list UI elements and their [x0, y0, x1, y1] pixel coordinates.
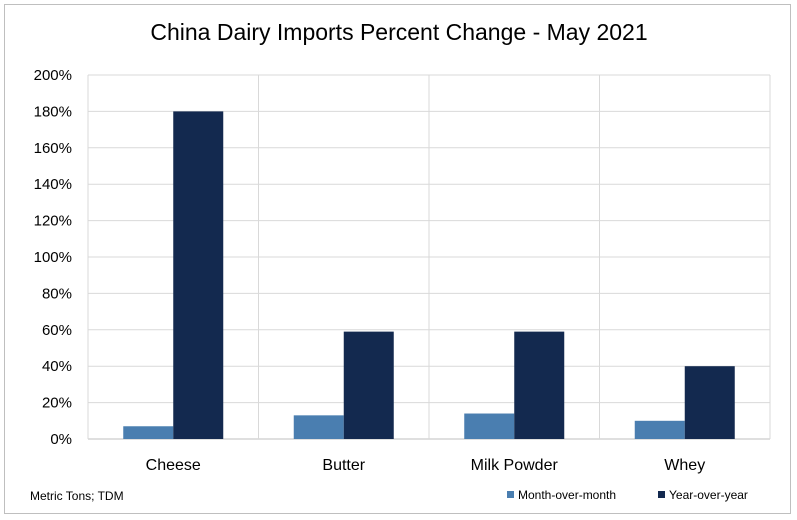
bar-year-over-year-milk-powder: [514, 331, 565, 439]
y-axis-tick-labels: 0% 20% 40% 60% 80% 100% 120% 140% 160% 180% 200%: [34, 67, 72, 448]
x-category-label: Milk Powder: [471, 457, 559, 474]
legend-label: Year-over-year: [669, 488, 748, 502]
legend-swatch: [658, 491, 665, 498]
bars: [123, 111, 735, 440]
y-tick-label: 0%: [50, 431, 72, 448]
bar-year-over-year-whey: [684, 366, 735, 439]
legend: Month-over-month Year-over-year: [507, 488, 748, 502]
y-tick-label: 80%: [42, 285, 72, 302]
y-tick-label: 60%: [42, 322, 72, 339]
bar-month-over-month-cheese: [123, 426, 174, 439]
chart-title: China Dairy Imports Percent Change - May…: [150, 19, 647, 45]
bar-year-over-year-cheese: [173, 111, 224, 440]
y-tick-label: 40%: [42, 358, 72, 375]
y-tick-label: 120%: [34, 213, 72, 230]
y-tick-label: 140%: [34, 176, 72, 193]
bar-month-over-month-milk-powder: [464, 413, 515, 439]
legend-swatch: [507, 491, 514, 498]
y-tick-label: 180%: [34, 103, 72, 120]
bar-month-over-month-whey: [634, 420, 685, 439]
x-axis-category-labels: Cheese Butter Milk Powder Whey: [146, 457, 706, 474]
x-category-label: Whey: [664, 457, 705, 474]
x-category-label: Cheese: [146, 457, 201, 474]
y-tick-label: 160%: [34, 140, 72, 157]
y-tick-label: 20%: [42, 395, 72, 412]
bar-year-over-year-butter: [343, 331, 394, 439]
y-tick-label: 200%: [34, 67, 72, 84]
source-note: Metric Tons; TDM: [30, 489, 124, 503]
bar-month-over-month-butter: [293, 415, 344, 439]
x-category-label: Butter: [322, 457, 365, 474]
y-tick-label: 100%: [34, 249, 72, 266]
legend-label: Month-over-month: [518, 488, 616, 502]
